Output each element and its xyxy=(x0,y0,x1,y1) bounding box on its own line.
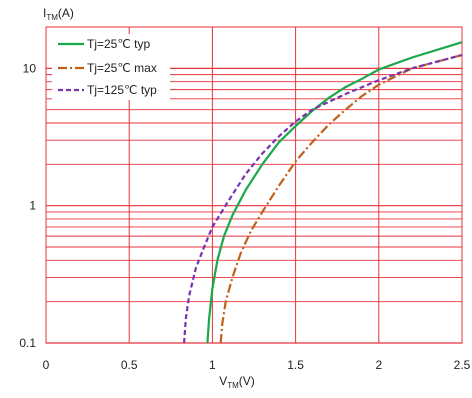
x-tick-label: 1.5 xyxy=(287,358,304,372)
legend-label-25c-typ: Tj=25℃ typ xyxy=(87,37,150,51)
series-lines xyxy=(183,41,462,343)
x-tick-label: 0.5 xyxy=(121,358,138,372)
series-line-0 xyxy=(206,41,462,343)
x-axis-title-unit: (V) xyxy=(239,374,255,388)
x-tick-label: 0 xyxy=(43,358,50,372)
y-axis-title-main: I xyxy=(43,6,46,20)
y-axis-title-unit: (A) xyxy=(58,6,74,20)
x-axis-title: VTM(V) xyxy=(219,374,255,390)
y-tick-label: 1 xyxy=(29,199,36,213)
y-axis-title-sub: TM xyxy=(46,13,58,22)
x-tick-label: 2 xyxy=(375,358,382,372)
y-tick-labels: 0.1 1 10 xyxy=(19,61,36,350)
y-axis-title: ITM(A) xyxy=(43,6,74,22)
y-tick-label: 0.1 xyxy=(19,336,36,350)
legend: Tj=25℃ typ Tj=25℃ max Tj=125℃ typ xyxy=(52,34,170,100)
plot-frame xyxy=(45,26,463,344)
x-tick-labels: 0 0.5 1 1.5 2 2.5 xyxy=(43,358,471,372)
x-tick-label: 2.5 xyxy=(454,358,471,372)
series-line-1 xyxy=(219,53,462,343)
legend-label-25c-max: Tj=25℃ max xyxy=(87,61,157,75)
series-line-2 xyxy=(183,53,462,343)
y-tick-label: 10 xyxy=(23,61,37,75)
x-axis-title-sub: TM xyxy=(227,381,239,390)
x-tick-label: 1 xyxy=(209,358,216,372)
legend-label-125c-typ: Tj=125℃ typ xyxy=(87,83,157,97)
x-axis-title-main: V xyxy=(219,374,227,388)
